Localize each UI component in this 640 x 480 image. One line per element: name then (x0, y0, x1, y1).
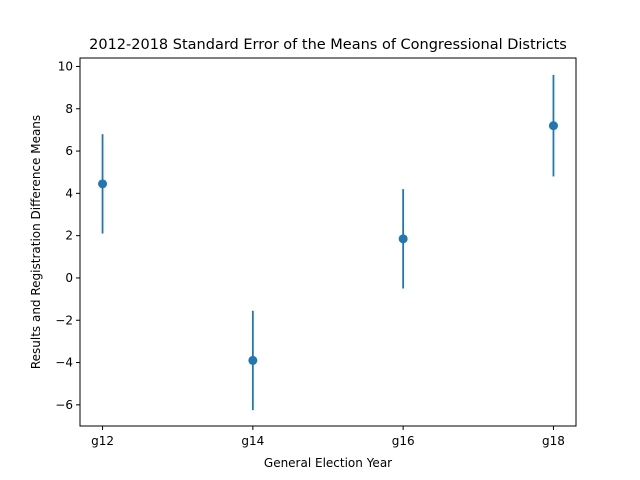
y-tick-label: 0 (65, 271, 73, 285)
y-tick-label: −6 (55, 398, 73, 412)
x-tick-label: g18 (542, 434, 565, 448)
data-point (98, 179, 108, 189)
data-point (248, 355, 258, 365)
axes-frame (79, 57, 577, 427)
y-tick-label: 10 (58, 59, 73, 73)
x-axis-ticks: g12 g14 g16 g18 (91, 426, 565, 448)
x-tick-label: g12 (91, 434, 114, 448)
data-point (548, 121, 558, 131)
x-tick-label: g16 (392, 434, 415, 448)
x-tick-label: g14 (241, 434, 264, 448)
y-tick-label: 6 (65, 144, 73, 158)
y-tick-label: 2 (65, 229, 73, 243)
y-tick-label: −2 (55, 313, 73, 327)
y-axis-ticks: −6 −4 −2 0 2 4 6 8 10 (55, 59, 80, 412)
y-tick-label: 4 (65, 186, 73, 200)
plot-area (98, 74, 558, 411)
data-point (398, 234, 408, 244)
x-axis-label: General Election Year (264, 456, 392, 470)
y-tick-label: −4 (55, 356, 73, 370)
y-axis-label: Results and Registration Difference Mean… (29, 115, 43, 369)
y-tick-label: 8 (65, 102, 73, 116)
chart-title: 2012-2018 Standard Error of the Means of… (89, 37, 567, 53)
